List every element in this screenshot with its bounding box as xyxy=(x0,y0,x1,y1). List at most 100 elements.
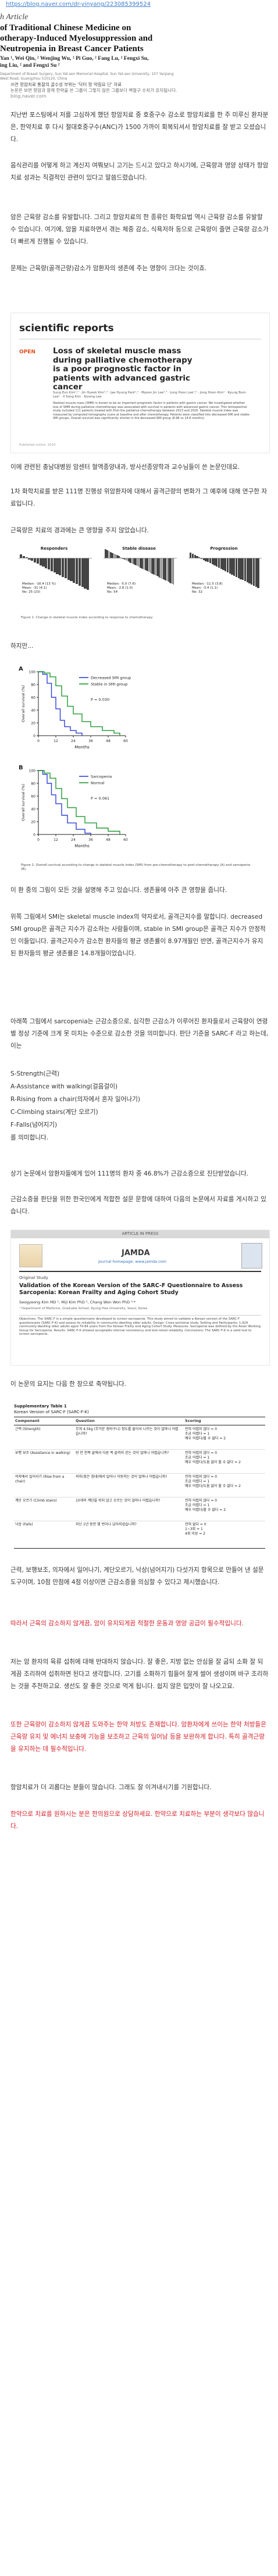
waterfall-panel: Stable disease Median: -5.0 (7.6) Mean: -… xyxy=(99,546,179,611)
paragraph-after-table: 근력, 보행보조, 의자에서 일어나기, 계단오르기, 낙상(넘어지기) 다섯가… xyxy=(10,1567,264,1586)
waterfall-bar xyxy=(147,558,149,572)
sarcf-line-f: F-Falls(넘어지기) xyxy=(10,1122,58,1128)
km-p-value: P = 0.030 xyxy=(91,697,109,702)
waterfall-bar xyxy=(242,558,244,581)
km-x-tick-label: 48 xyxy=(106,739,111,743)
sarcf-line-end: 를 의미합니다. xyxy=(10,1134,49,1141)
intro-paragraph-3: 암은 근육량 감소를 유발합니다. 그리고 항암치료의 한 종류인 화학요법 역… xyxy=(10,214,269,245)
km-x-tick-label: 36 xyxy=(88,838,93,842)
waterfall-bar xyxy=(123,558,124,559)
top-link[interactable]: https://blog.naver.com/dr-yinyang/223085… xyxy=(6,1,151,8)
paper-title: Loss of skeletal muscle mass during pall… xyxy=(53,346,193,392)
km-y-tick-label: 40 xyxy=(31,709,35,713)
open-label: OPEN xyxy=(19,349,35,355)
km-p-value: P = 0.061 xyxy=(91,796,109,801)
km-x-tick-label: 60 xyxy=(123,838,128,842)
waterfall-caption: Figure 1. Change in skeletal muscle inde… xyxy=(21,616,154,619)
article-header-figure: https://blog.naver.com/dr-yinyang/223085… xyxy=(0,0,278,74)
paragraph-paper-intro: 이에 관련된 충남대병원 암센터 혈액종양내과, 방사선종양학과 교수님들이 쓴… xyxy=(10,464,240,471)
waterfall-bar xyxy=(144,558,146,571)
table-cell-component: 보행 보조 (Assistance in walking) xyxy=(15,1451,70,1455)
waterfall-bar xyxy=(190,553,192,558)
km-y-tick-label: 100 xyxy=(29,769,36,773)
waterfall-bar xyxy=(20,554,23,558)
waterfall-bar xyxy=(246,558,248,583)
jamda-figure: ARTICLE IN PRESS JAMDA journal homepage:… xyxy=(10,1230,270,1366)
waterfall-bar xyxy=(120,557,122,558)
km-y-tick-label: 0 xyxy=(33,735,35,739)
waterfall-stats: Median: -5.0 (7.6) Mean: -2.8 (1.0) No: … xyxy=(107,582,136,594)
km-y-tick-label: 80 xyxy=(31,782,35,786)
waterfall-bar xyxy=(39,558,42,565)
waterfall-bar xyxy=(130,558,132,563)
waterfall-bar xyxy=(209,558,211,564)
table-header-component: Component xyxy=(15,1418,40,1423)
table-cell-scoring: 전혀 어렵지 않다 = 0 조금 어렵다 = 1 매우 어렵다/할 수 없다 =… xyxy=(185,1427,226,1441)
table-header-question: Question xyxy=(76,1418,95,1423)
km-x-tick-label: 12 xyxy=(54,739,58,743)
waterfall-bar xyxy=(237,558,240,578)
waterfall-bar xyxy=(53,558,56,572)
waterfall-bar xyxy=(22,556,26,558)
km-x-tick-label: 0 xyxy=(37,739,40,743)
article-caption-2: 논문은 보면 항암과 함께 한약을 쓴 그룹이 그렇지 않은 그룹보다 백혈구 … xyxy=(10,88,177,93)
table-cell-question: 방 안 한쪽 끝에서 다른 쪽 끝까지 걷는 것이 얼마나 어렵습니까? xyxy=(76,1451,169,1455)
km-y-tick-label: 60 xyxy=(31,696,35,700)
waterfall-bar xyxy=(34,558,37,563)
waterfall-stats: Median: -16.4 (13 %) Mean: -31 (4.1) No:… xyxy=(22,582,56,594)
sarcf-line-a: A-Assistance with walking(걸음걸이) xyxy=(10,1083,118,1090)
waterfall-bar xyxy=(251,558,253,585)
waterfall-bar xyxy=(108,551,110,558)
waterfall-bar xyxy=(167,558,169,582)
waterfall-bar xyxy=(213,558,216,566)
table-cell-component: 계단 오르기 (Climb stairs) xyxy=(15,1499,57,1503)
article-title-line-1: of Traditional Chinese Medicine on xyxy=(0,23,131,33)
waterfall-bar xyxy=(148,558,150,572)
waterfall-panel: Progression Median: -11.5 (3.8) Mean: -3.… xyxy=(184,546,264,611)
waterfall-bar xyxy=(161,558,163,579)
waterfall-bar xyxy=(126,558,128,561)
paragraph-km-1: 이 환 중의 그림이 모든 것을 설명해 주고 있습니다. 생존율에 아주 큰 … xyxy=(10,887,227,894)
waterfall-bar xyxy=(166,558,168,582)
km-x-tick-label: 24 xyxy=(71,739,76,743)
km-y-tick-label: 20 xyxy=(31,722,35,726)
table-cell-scoring: 전혀 어렵지 않다 = 0 조금 어렵다 = 1 매우 어렵다/할 수 없다 =… xyxy=(185,1499,226,1512)
table-cell-scoring: 전혀 어렵지 않다 = 0 조금 어렵다 = 1 매우 어렵다/도움 없이 할 … xyxy=(185,1451,241,1464)
waterfall-bar xyxy=(172,558,173,584)
waterfall-bar xyxy=(67,558,70,580)
km-figure: A 100 80 60 40 20 0 0 12 24 36 48 60 Overall survival… xyxy=(10,662,269,877)
table-cell-component: 낙상 (Falls) xyxy=(15,1522,33,1527)
jamda-top-label: ARTICLE IN PRESS xyxy=(122,1231,159,1236)
article-authors-2: ing Liu, ² and Fengxi Su ² xyxy=(0,63,60,69)
article-authors-1: Yan ¹, Wei Qin, ² Wenjing Wu, ² Pi Guo, … xyxy=(0,56,149,62)
waterfall-bar xyxy=(105,549,106,558)
waterfall-bar xyxy=(48,558,51,569)
jamda-cover xyxy=(241,1243,262,1269)
waterfall-bar xyxy=(115,554,116,558)
waterfall-bar xyxy=(133,558,134,564)
km-x-axis-label: Months xyxy=(74,745,90,750)
waterfall-bar xyxy=(56,558,59,574)
paragraph-meat-advice: 저는 암 환자의 육류 섭취에 대해 반대하지 않습니다. 잘 좋은, 지방 없… xyxy=(10,1658,269,1690)
jamda-kind: Original Study xyxy=(19,1276,48,1280)
waterfall-bar xyxy=(59,558,62,575)
page-blank-tail xyxy=(0,1842,278,2576)
paper-abstract: Skeletal muscle mass (SMM) is known to b… xyxy=(53,402,251,420)
km-panel-label: A xyxy=(19,666,23,672)
paragraph-sarcf-1: 상기 논문에서 암환자들에게 있어 111명의 환자 중 46.8%가 근감소증… xyxy=(10,1170,249,1177)
waterfall-bar xyxy=(257,558,259,588)
intro-paragraph-1: 지난번 포스팅에서 저를 고심하게 했던 항암치료 중 호중구수 감소로 항암치… xyxy=(10,112,269,143)
article-source[interactable]: blog.naver.com xyxy=(10,94,47,99)
table-subtitle: Korean Version of SARC-F (SARC-F-K) xyxy=(14,1410,89,1414)
waterfall-bar xyxy=(173,558,174,585)
jamda-affil: ¹ Department of Medicine, Graduate Schoo… xyxy=(19,1307,148,1310)
waterfall-bar xyxy=(146,558,147,571)
waterfall-bar xyxy=(81,558,84,587)
table-cell-scoring: 전혀 없다 = 0 1~3회 = 1 4회 이상 = 2 xyxy=(185,1522,206,1536)
table-cell-question: 무게 4.5kg (무거운 장바구니) 정도를 들어서 나르는 것이 얼마나 어… xyxy=(76,1427,179,1436)
waterfall-bar xyxy=(45,558,48,568)
waterfall-panel-title: Stable disease xyxy=(122,546,156,551)
paragraph-red-2: 또한 근육량이 감소하지 않게끔 도와주는 한약 처방도 존재합니다. 암환자에… xyxy=(10,1721,267,1753)
table-cell-component: 근력 (Strength) xyxy=(15,1427,41,1431)
